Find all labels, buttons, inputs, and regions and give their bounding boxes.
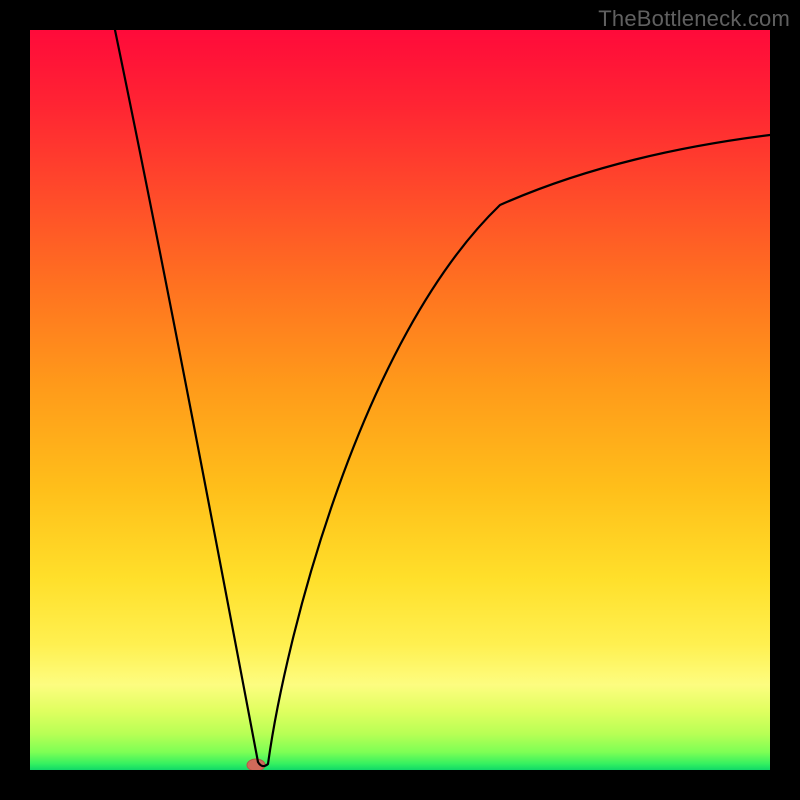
watermark-text: TheBottleneck.com [598,6,790,32]
plot-gradient-background [30,30,770,770]
bottleneck-chart [0,0,800,800]
